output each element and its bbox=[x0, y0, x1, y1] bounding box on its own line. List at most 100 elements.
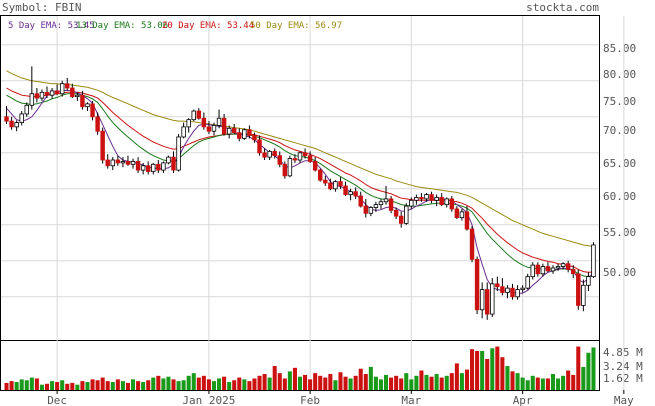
candle-body-down bbox=[454, 208, 460, 219]
candle bbox=[581, 279, 586, 312]
candle bbox=[211, 122, 217, 136]
candle bbox=[292, 154, 298, 163]
volume-bar bbox=[267, 377, 272, 390]
candle bbox=[500, 278, 505, 296]
candle-body-down bbox=[495, 283, 500, 288]
candle bbox=[414, 194, 419, 205]
volume-bar bbox=[125, 382, 130, 390]
candle-body-down bbox=[115, 159, 121, 164]
candle bbox=[323, 175, 328, 186]
volume-bar bbox=[571, 374, 576, 390]
candle-body-down bbox=[156, 163, 161, 171]
candle-body-up bbox=[520, 287, 525, 291]
candle bbox=[505, 285, 510, 299]
candle bbox=[398, 211, 404, 228]
volume-tick-mid: 3.24 M bbox=[603, 360, 643, 373]
candle-body-down bbox=[237, 132, 242, 139]
volume-bar bbox=[485, 358, 490, 390]
candle bbox=[145, 161, 151, 175]
volume-bar bbox=[115, 379, 120, 390]
volume-bar bbox=[495, 346, 500, 390]
candle-body-down bbox=[439, 197, 444, 206]
candle-body-down bbox=[252, 135, 257, 141]
candle-body-up bbox=[211, 125, 217, 132]
candle-body-down bbox=[65, 83, 70, 89]
candle-body-up bbox=[555, 266, 561, 269]
volume-bar bbox=[191, 373, 196, 390]
volume-bar bbox=[70, 382, 75, 390]
price-tick-60: 60.00 bbox=[603, 190, 636, 203]
candle bbox=[70, 83, 75, 99]
candle bbox=[232, 124, 237, 135]
candle bbox=[176, 134, 181, 172]
candle-body-up bbox=[409, 199, 414, 207]
candle-body-up bbox=[24, 104, 29, 115]
volume-bar bbox=[576, 346, 581, 390]
candle-body-down bbox=[565, 263, 571, 270]
candle bbox=[242, 128, 247, 140]
candle bbox=[429, 191, 434, 204]
candle-body-up bbox=[130, 161, 136, 165]
candle bbox=[80, 90, 85, 110]
candle bbox=[237, 128, 242, 142]
volume-bar bbox=[110, 382, 115, 390]
volume-bar bbox=[409, 379, 414, 390]
volume-bar bbox=[308, 379, 313, 390]
volume-bar bbox=[510, 371, 515, 390]
volume-bar bbox=[55, 382, 60, 390]
volume-bar bbox=[176, 381, 181, 390]
candle bbox=[520, 285, 525, 293]
candle-body-up bbox=[216, 117, 222, 126]
candle-body-down bbox=[247, 129, 252, 136]
candle-body-up bbox=[181, 126, 186, 138]
candle bbox=[191, 109, 196, 122]
volume-bar bbox=[525, 380, 530, 390]
volume-bar bbox=[222, 376, 227, 390]
volume-bar bbox=[545, 378, 550, 390]
candle-body-up bbox=[85, 103, 90, 108]
candle-body-up bbox=[29, 93, 35, 106]
candle-body-down bbox=[292, 158, 298, 161]
volume-bar bbox=[581, 366, 586, 390]
volume-bar bbox=[237, 377, 242, 390]
candle bbox=[14, 120, 19, 132]
candle bbox=[550, 265, 556, 274]
volume-bar bbox=[257, 375, 262, 390]
volume-bar bbox=[464, 369, 469, 390]
candle-body-up bbox=[515, 289, 520, 298]
volume-bar bbox=[95, 380, 100, 390]
legend-ema-50: 50 Day EMA: 56.97 bbox=[250, 21, 342, 31]
candle bbox=[201, 112, 207, 130]
candle-body-down bbox=[535, 264, 541, 275]
volume-bars bbox=[4, 346, 596, 390]
candle-body-down bbox=[388, 198, 394, 211]
volume-bar bbox=[363, 374, 368, 390]
volume-bar bbox=[292, 367, 297, 390]
candlesticks bbox=[4, 66, 596, 320]
candle-body-down bbox=[90, 103, 95, 118]
candle-body-up bbox=[550, 267, 556, 272]
volume-bar bbox=[19, 379, 24, 390]
candle-body-down bbox=[4, 116, 9, 122]
ema-line-50day bbox=[6, 70, 594, 248]
volume-bar bbox=[500, 357, 505, 390]
candle-body-up bbox=[530, 264, 535, 278]
candle-body-up bbox=[581, 284, 586, 306]
x-axis: Dec Jan 2025 Feb Mar Apr May bbox=[47, 394, 634, 406]
volume-bar bbox=[201, 375, 206, 390]
candle bbox=[404, 203, 409, 225]
volume-bar bbox=[353, 375, 358, 390]
candle bbox=[338, 177, 343, 189]
candle-body-up bbox=[333, 181, 338, 190]
candle-body-up bbox=[540, 266, 546, 275]
candle-body-down bbox=[221, 117, 227, 135]
candle-body-up bbox=[383, 198, 389, 203]
volume-bar bbox=[211, 381, 217, 390]
candle-body-down bbox=[34, 93, 40, 99]
candle bbox=[424, 193, 429, 202]
volume-bar bbox=[146, 380, 151, 390]
candle-body-down bbox=[171, 156, 176, 171]
volume-bar bbox=[550, 374, 556, 390]
candle-body-down bbox=[307, 155, 313, 162]
ema-line-5day bbox=[6, 89, 594, 294]
